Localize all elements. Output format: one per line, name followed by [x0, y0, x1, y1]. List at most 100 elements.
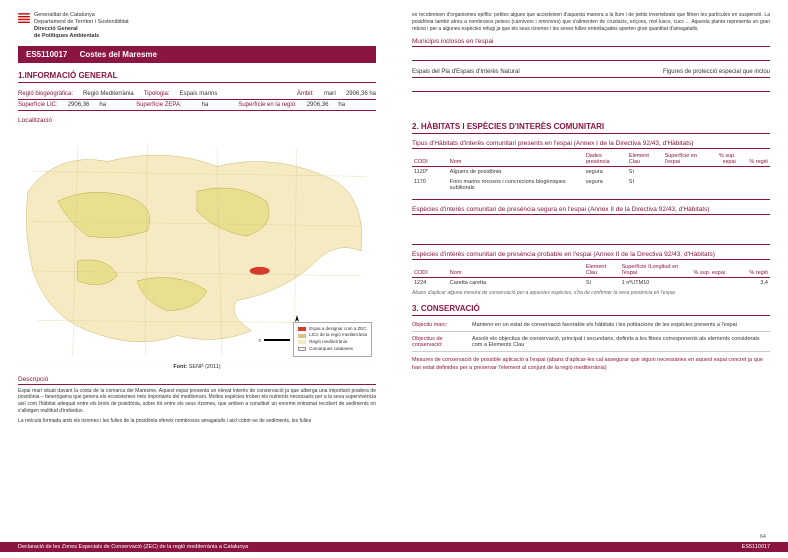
tipologia-label: Tipologia:: [144, 91, 170, 97]
org-line4: de Polítiques Ambientals: [34, 33, 129, 40]
top-continuation-para: es recobreixen d'organismes epífits: pet…: [412, 12, 770, 32]
legend-sw-2: [298, 334, 306, 338]
r2-codi: 1170: [412, 177, 448, 193]
obj-marc-value: Mantenir en un estat de conservació favo…: [472, 322, 737, 328]
map-container: N 030km Espai a designar com a ZEC LICs …: [18, 131, 376, 370]
legend-l4: Comarques catalanes: [309, 346, 353, 353]
regio-bio-value: Regió Mediterrània: [83, 91, 134, 97]
legend-l2: LICs de la regió mediterrània: [309, 332, 367, 339]
table-row: 1224 Caretta caretta Sí 1 nºUTM10 3,4: [412, 278, 770, 289]
pein-empty: [412, 84, 770, 92]
th-elem: Element Clau: [627, 152, 663, 167]
r3-nom: Caretta caretta: [448, 278, 584, 289]
map-source: Font: SENP (2011): [18, 364, 376, 370]
objectiu-marc-row: Objectiu marc: Mantenir en un estat de c…: [412, 322, 770, 332]
th2-nom: Nom: [448, 263, 584, 278]
font-value: SENP (2011): [189, 364, 221, 370]
r3-sup: 1 nºUTM10: [620, 278, 684, 289]
habitats-table: CODI Nom Dades presència Element Clau Su…: [412, 152, 770, 193]
r1-nom: Alguers de posidònia: [448, 167, 584, 178]
sup-zepa-label: Superfície ZEPA:: [136, 102, 182, 108]
habitats-sub1: Tipus d'Hàbitats d'interès comunitari pr…: [412, 140, 770, 149]
th-dades: Dades presència: [584, 152, 627, 167]
info-row-2: Superfície LIC: 2906,36 ha Superfície ZE…: [18, 100, 376, 111]
pein-right: Figures de protecció especial que inclou: [663, 69, 770, 75]
sup-lic-label: Superfície LIC:: [18, 102, 58, 108]
pein-left: Espais del Pla d'Espais d'Interès Natura…: [412, 69, 520, 75]
ambit-value: marí: [324, 91, 336, 97]
th-psr: % regió: [738, 152, 770, 167]
obj-cons-label: Objectius de conservació:: [412, 336, 464, 348]
map-image: N 030km Espai a designar com a ZEC LICs …: [18, 131, 376, 361]
legend-sw-4: [298, 347, 306, 351]
descripcio-heading: Descripció: [18, 376, 376, 385]
r2-nom: Fons marins rocosos i concrecions biogèn…: [448, 177, 584, 193]
th-codi: CODI: [412, 152, 448, 167]
obj-marc-label: Objectiu marc:: [412, 322, 464, 328]
r2-dades: segura: [584, 177, 627, 193]
regio-bio-label: Regió biogeogràfica:: [18, 91, 73, 97]
ha1: ha: [99, 102, 106, 108]
section1-heading: 1.INFORMACIÓ GENERAL: [18, 71, 376, 83]
org-text: Generalitat de Catalunya Departament de …: [34, 12, 129, 40]
tipologia-value: Espais marins: [180, 91, 218, 97]
r2-elem: Sí: [627, 177, 663, 193]
footer-bar: Declaració de les Zones Especials de Con…: [0, 542, 788, 552]
legend-sw-3: [298, 340, 306, 344]
org-logo-block: Generalitat de Catalunya Departament de …: [18, 12, 376, 40]
legend-l1: Espai a designar com a ZEC: [309, 326, 366, 333]
th2-elem: Element Clau: [584, 263, 620, 278]
org-line3: Direcció General: [34, 26, 129, 33]
th-sup: Superfície en l'espai: [663, 152, 706, 167]
ha2: ha: [202, 102, 209, 108]
r3-elem: Sí: [584, 278, 620, 289]
r1-elem: Sí: [627, 167, 663, 178]
font-label: Font:: [173, 364, 187, 370]
r1-codi: 1120*: [412, 167, 448, 178]
species-segura-empty: [412, 215, 770, 245]
title-bar: ES5110017 Costes del Maresme: [18, 46, 376, 63]
municipis-empty: [412, 53, 770, 61]
footer-left: Declaració de les Zones Especials de Con…: [18, 544, 248, 550]
th2-codi: CODI: [412, 263, 448, 278]
th2-sup: Superfície /Longitud en l'espai: [620, 263, 684, 278]
th2-psr: % regió: [727, 263, 770, 278]
section3-heading: 3. CONSERVACIÓ: [412, 304, 770, 316]
site-name: Costes del Maresme: [80, 50, 157, 59]
sup-lic-value: 2906,36: [68, 102, 90, 108]
r1-dades: segura: [584, 167, 627, 178]
species-note: Abans d'aplicar alguna mesura de conserv…: [412, 290, 770, 296]
ha3: ha: [338, 102, 345, 108]
ambit-area: 2906,36 ha: [346, 91, 376, 97]
localitzacio-label: Localització: [18, 117, 376, 125]
th-nom: Nom: [448, 152, 584, 167]
descripcio-p2: La retícula formada amb els rizomes i le…: [18, 418, 376, 425]
obj-cons-value: Assolir els objectius de conservació, pr…: [472, 336, 770, 348]
mesures-para: Mesures de conservació de possible aplic…: [412, 357, 770, 372]
ambit-label: Àmbit:: [297, 91, 314, 97]
pein-row: Espais del Pla d'Espais d'Interès Natura…: [412, 67, 770, 78]
sup-reg-label: Superfície en la regió:: [238, 102, 296, 108]
page-left: Generalitat de Catalunya Departament de …: [0, 0, 394, 558]
th-pse: % sup. espai: [706, 152, 738, 167]
species-sub3: Espècies d'interès comunitari de presènc…: [412, 251, 770, 260]
r3-psr: 3,4: [727, 278, 770, 289]
species-probable-table: CODI Nom Element Clau Superfície /Longit…: [412, 263, 770, 288]
site-code: ES5110017: [26, 50, 67, 59]
section2-heading: 2. HÀBITATS I ESPÈCIES D'INTERÈS COMUNIT…: [412, 122, 770, 134]
descripcio-p1: Espai marí situat davant la costa de la …: [18, 388, 376, 415]
species-sub2: Espècies d'interès comunitari de presènc…: [412, 206, 770, 215]
org-line1: Generalitat de Catalunya: [34, 12, 129, 19]
th2-pse: % sup. espai: [684, 263, 727, 278]
r3-codi: 1224: [412, 278, 448, 289]
gencat-logo-icon: [18, 12, 30, 26]
page-right: es recobreixen d'organismes epífits: pet…: [394, 0, 788, 558]
table-row: 1120* Alguers de posidònia segura Sí: [412, 167, 770, 178]
legend-sw-1: [298, 327, 306, 331]
legend-l3: Regió mediterrània: [309, 339, 347, 346]
page-number: 64: [760, 534, 766, 540]
info-row-1: Regió biogeogràfica: Regió Mediterrània …: [18, 89, 376, 100]
footer-right: ES5110017: [742, 544, 770, 550]
org-line2: Departament de Territori i Sostenibilita…: [34, 19, 129, 26]
map-legend: Espai a designar com a ZEC LICs de la re…: [293, 322, 372, 357]
